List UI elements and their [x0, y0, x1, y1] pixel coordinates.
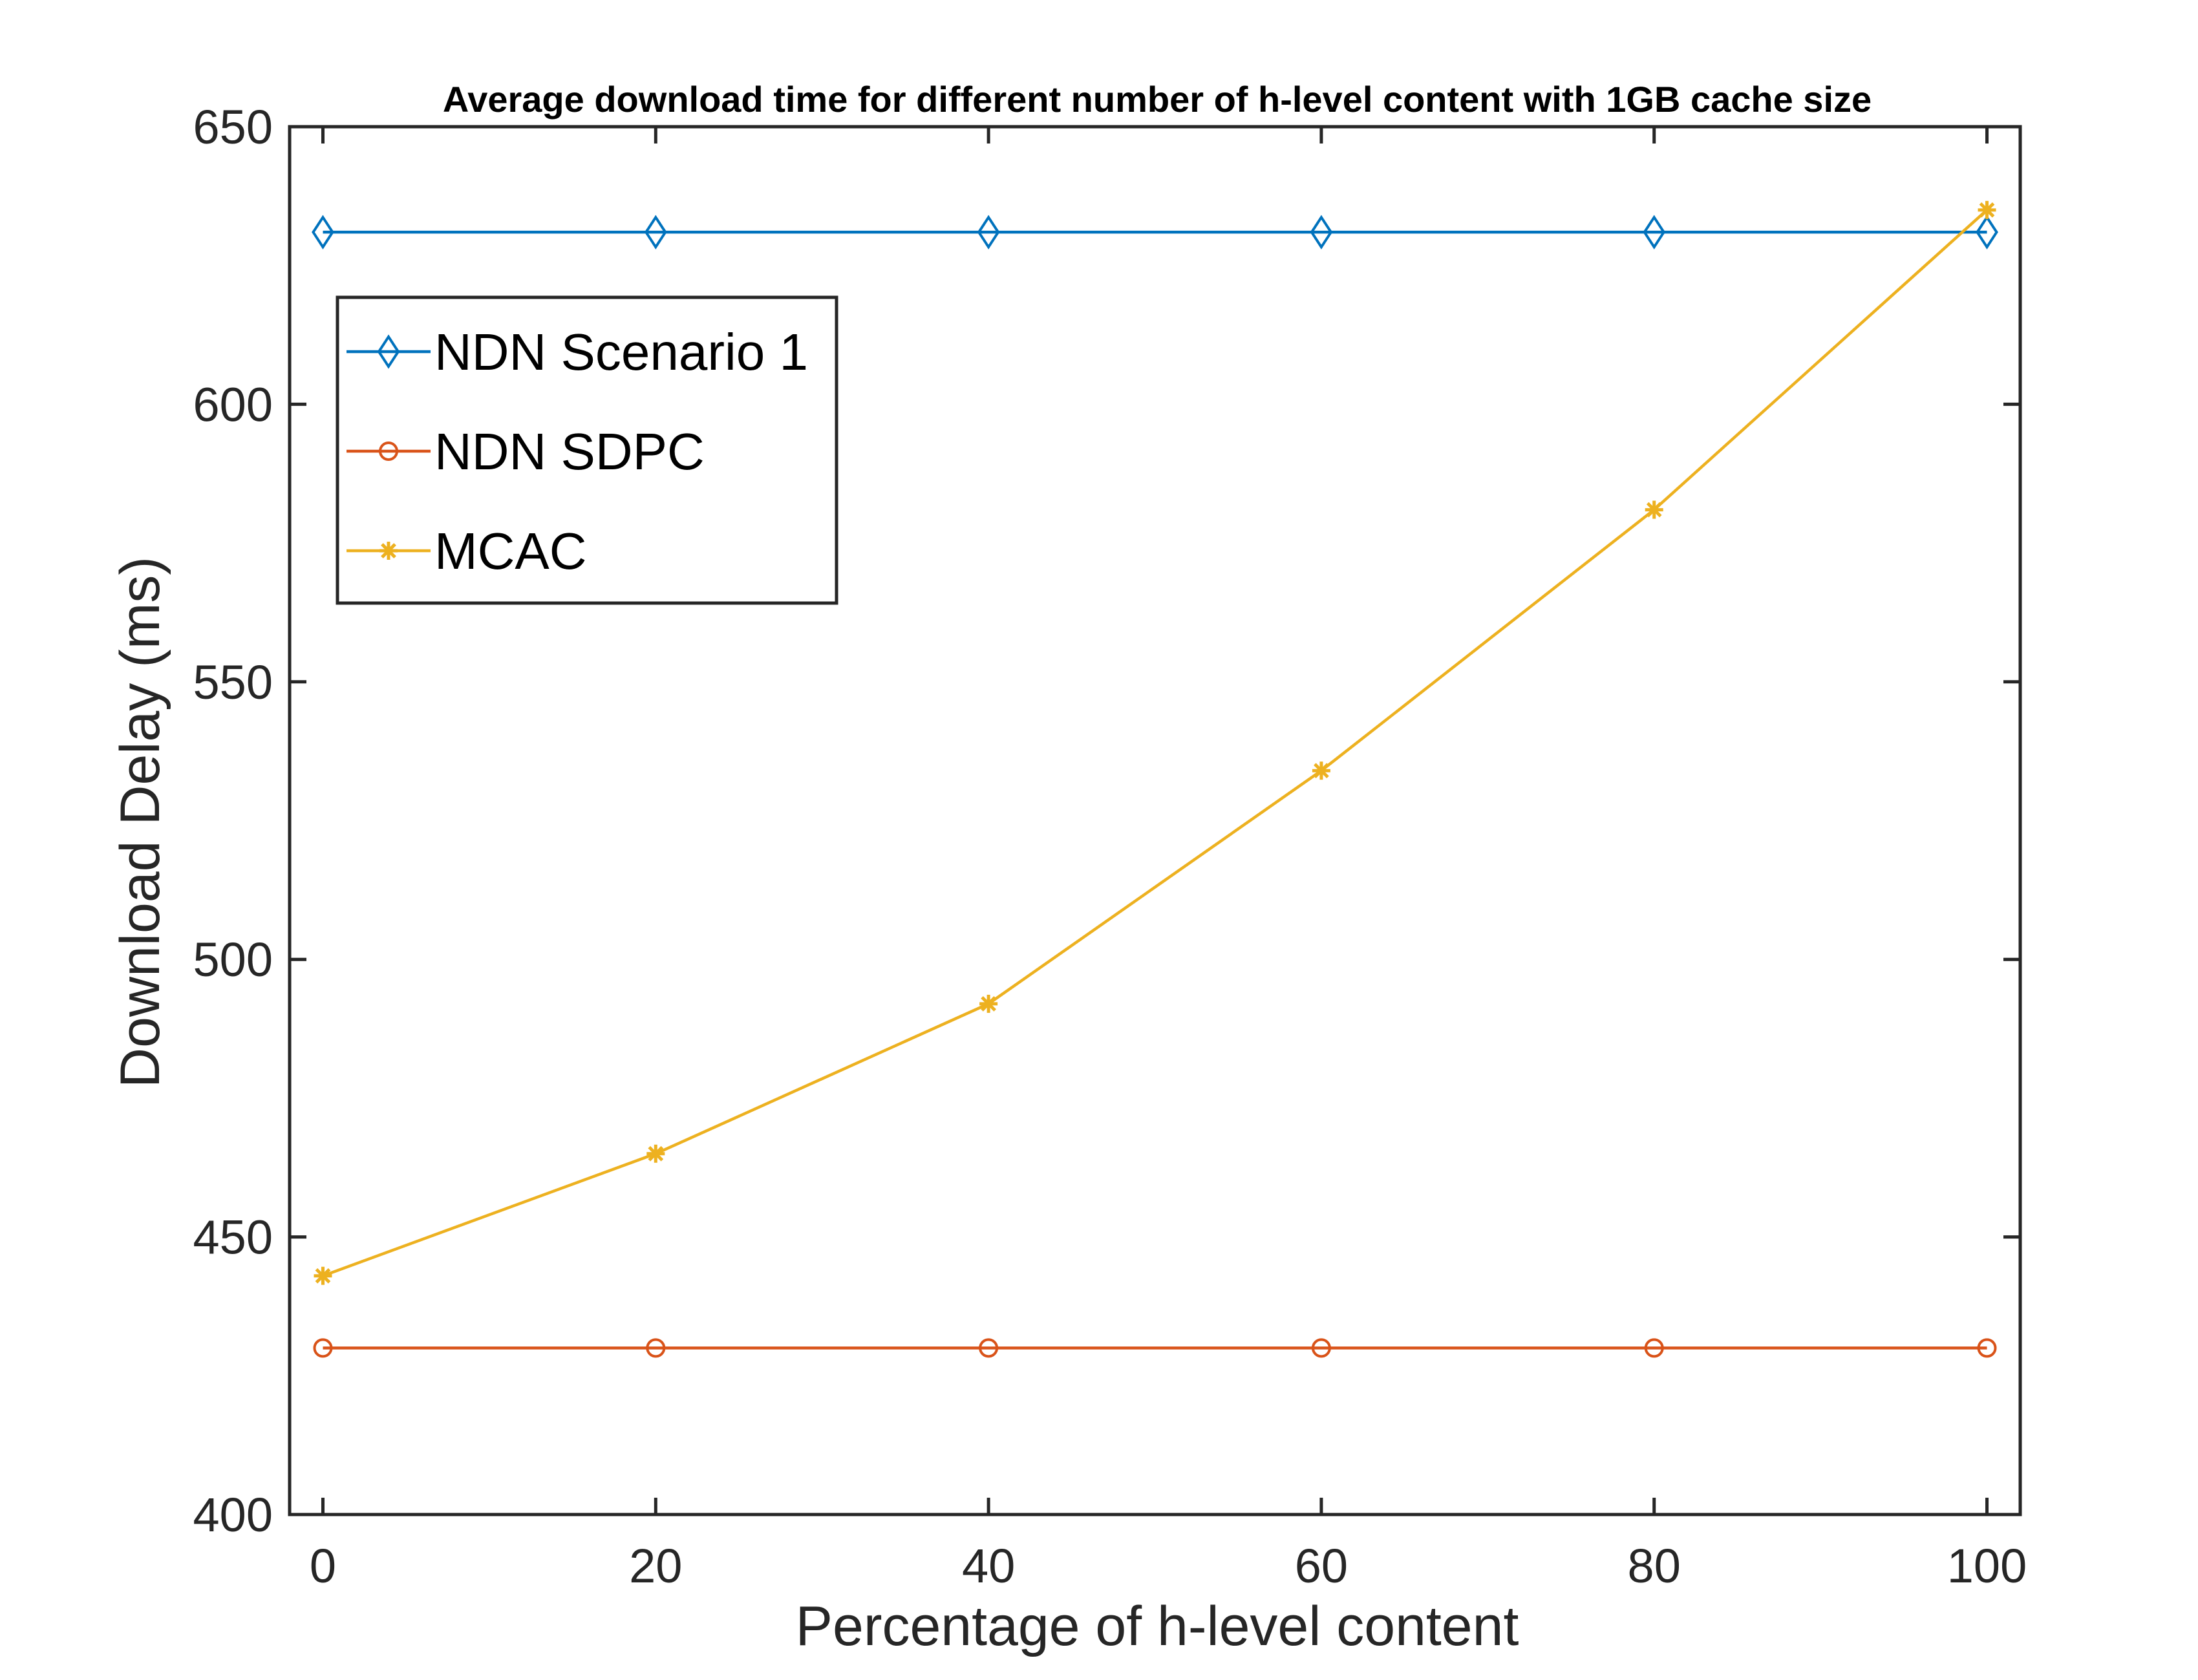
axes-box — [288, 125, 2022, 1516]
plot-area: 0 20 40 60 80 100 400 450 500 550 600 650 NDN Scenar… — [193, 100, 2027, 1593]
data-point-ndn-sdpc — [979, 1338, 999, 1358]
x-tick-label: 0 — [310, 1539, 336, 1593]
data-point-mcac — [314, 1266, 332, 1285]
x-tick-label: 40 — [962, 1539, 1015, 1593]
data-point-mcac — [1978, 200, 1996, 219]
asterisk-stroke — [648, 1145, 664, 1162]
data-point-ndn-sdpc — [1311, 1338, 1331, 1358]
y-tick-label: 500 — [193, 933, 273, 986]
data-point-mcac — [646, 1144, 665, 1163]
asterisk-stroke — [1979, 202, 1995, 218]
x-tick-label: 80 — [1628, 1539, 1681, 1593]
chart-title: Average download time for different numb… — [443, 79, 1872, 120]
data-point-ndn-scenario-1 — [1310, 215, 1333, 250]
x-axis-title: Percentage of h-level content — [796, 1595, 1519, 1657]
legend-label-ndn-sdpc: NDN SDPC — [434, 423, 705, 480]
asterisk-stroke — [981, 996, 996, 1012]
x-tick-label: 60 — [1295, 1539, 1348, 1593]
data-point-ndn-sdpc — [646, 1338, 666, 1358]
data-point-ndn-scenario-1 — [1976, 215, 1998, 250]
data-point-ndn-scenario-1 — [1643, 215, 1666, 250]
legend-marker-mcac — [379, 542, 398, 560]
series-line-mcac — [322, 209, 1989, 1277]
x-tick-label: 20 — [629, 1539, 682, 1593]
data-point-ndn-sdpc — [1644, 1338, 1664, 1358]
y-tick-label: 450 — [193, 1211, 273, 1264]
legend-marker-ndn-sdpc — [379, 441, 398, 461]
data-point-ndn-scenario-1 — [312, 215, 334, 250]
data-point-ndn-sdpc — [313, 1338, 333, 1358]
legend: NDN Scenario 1 NDN SDPC MCAC — [336, 295, 838, 605]
legend-label-ndn-scenario-1: NDN Scenario 1 — [434, 323, 808, 381]
y-tick-label: 550 — [193, 655, 273, 709]
data-point-ndn-scenario-1 — [977, 215, 1000, 250]
data-point-mcac — [1645, 500, 1663, 519]
y-tick-label: 400 — [193, 1488, 273, 1542]
y-tick-label: 650 — [193, 100, 273, 154]
legend-label-mcac: MCAC — [434, 522, 587, 580]
asterisk-stroke — [315, 1268, 331, 1284]
data-point-mcac — [1312, 761, 1330, 780]
data-point-mcac — [979, 994, 998, 1013]
data-point-ndn-scenario-1 — [644, 215, 667, 250]
legend-marker-ndn-scenario-1 — [377, 334, 400, 369]
y-axis-title: Download Delay (ms) — [109, 557, 171, 1088]
asterisk-stroke — [1314, 763, 1329, 779]
asterisk-stroke — [1646, 502, 1662, 518]
x-tick-label: 100 — [1947, 1539, 2027, 1593]
data-point-ndn-sdpc — [1977, 1338, 1997, 1358]
asterisk-stroke — [381, 543, 396, 558]
y-tick-label: 600 — [193, 377, 273, 431]
